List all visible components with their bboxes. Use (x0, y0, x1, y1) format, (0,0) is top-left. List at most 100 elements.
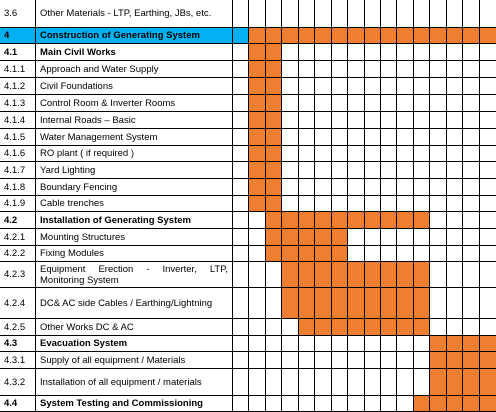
schedule-cell (380, 0, 398, 28)
schedule-cell (413, 28, 431, 44)
schedule-cell (315, 229, 332, 246)
schedule-cell (298, 262, 316, 288)
schedule-cell (331, 369, 349, 396)
row-label: System Testing and Commissioning (36, 396, 233, 412)
schedule-cell (413, 369, 431, 396)
schedule-cell (282, 352, 299, 369)
row-id: 4.2.3 (0, 262, 36, 288)
schedule-cell (331, 162, 349, 179)
schedule-cell (430, 212, 447, 229)
schedule-cell (446, 61, 464, 78)
schedule-cell (298, 112, 316, 129)
schedule-cell (233, 319, 250, 336)
schedule-cell (380, 246, 398, 262)
schedule-cell (430, 112, 447, 129)
schedule-cell (233, 112, 250, 129)
schedule-cell (348, 262, 365, 288)
schedule-cell (331, 129, 349, 146)
schedule-cell (249, 319, 266, 336)
schedule-cell (282, 246, 299, 262)
schedule-cell (331, 396, 349, 412)
schedule-cell (446, 336, 464, 352)
row-id-text: 4.1.1 (4, 63, 26, 75)
schedule-cell (463, 288, 480, 319)
schedule-cell (463, 246, 480, 262)
schedule-cell (249, 246, 266, 262)
row-label-text: Evacuation System (40, 338, 128, 349)
schedule-cell (282, 262, 299, 288)
schedule-cell (331, 61, 349, 78)
schedule-cell (265, 44, 283, 61)
schedule-cell (249, 212, 266, 229)
schedule-cell (249, 179, 266, 196)
schedule-cell (479, 0, 496, 28)
row-label-text: Approach and Water Supply (40, 63, 159, 75)
schedule-cell (315, 288, 332, 319)
row-label: Cable trenches (36, 196, 233, 212)
schedule-cell (331, 246, 349, 262)
schedule-cell (348, 288, 365, 319)
schedule-cell (430, 246, 447, 262)
row-id-text: 4.1.5 (4, 131, 26, 143)
schedule-cell (249, 129, 266, 146)
schedule-cell (397, 396, 414, 412)
schedule-cell (364, 262, 381, 288)
schedule-cell (348, 369, 365, 396)
row-label: Internal Roads – Basic (36, 112, 233, 129)
schedule-cell (331, 44, 349, 61)
schedule-cell (265, 146, 283, 162)
schedule-cell (331, 288, 349, 319)
schedule-cell (298, 95, 316, 112)
schedule-cell (298, 229, 316, 246)
row-id-text: 4.2 (4, 214, 18, 226)
row-label-text: Equipment Erection - Inverter, LTP, Moni… (40, 263, 228, 286)
schedule-cell (315, 146, 332, 162)
schedule-cell (249, 61, 266, 78)
schedule-cell (282, 319, 299, 336)
row-label-text: Installation of Generating System (40, 214, 191, 226)
schedule-cell (446, 196, 464, 212)
schedule-cell (348, 196, 365, 212)
schedule-cell (413, 212, 431, 229)
schedule-cell (249, 28, 266, 44)
row-id: 4.1.6 (0, 146, 36, 162)
row-label: Fixing Modules (36, 246, 233, 262)
schedule-cell (298, 352, 316, 369)
schedule-cell (463, 336, 480, 352)
row-label-text: Installation of all equipment / material… (40, 376, 202, 388)
schedule-cell (282, 28, 299, 44)
row-id: 4.2.1 (0, 229, 36, 246)
schedule-cell (479, 44, 496, 61)
schedule-cell (298, 396, 316, 412)
schedule-cell (380, 396, 398, 412)
schedule-cell (463, 262, 480, 288)
schedule-cell (380, 262, 398, 288)
schedule-cell (233, 179, 250, 196)
row-label-text: Control Room & Inverter Rooms (40, 97, 176, 109)
schedule-cell (331, 262, 349, 288)
schedule-cell (233, 162, 250, 179)
schedule-cell (249, 352, 266, 369)
schedule-cell (413, 78, 431, 95)
row-id-text: 4.2.3 (4, 269, 26, 280)
schedule-cell (413, 396, 431, 412)
row-id-text: 4.3.1 (4, 354, 26, 366)
schedule-cell (282, 146, 299, 162)
row-id: 4.1 (0, 44, 36, 61)
schedule-cell (380, 352, 398, 369)
row-label: Main Civil Works (36, 44, 233, 61)
schedule-cell (315, 0, 332, 28)
schedule-cell (430, 0, 447, 28)
schedule-cell (331, 212, 349, 229)
schedule-cell (265, 246, 283, 262)
schedule-cell (364, 229, 381, 246)
schedule-cell (315, 162, 332, 179)
schedule-cell (298, 78, 316, 95)
schedule-cell (430, 196, 447, 212)
row-label: Other Works DC & AC (36, 319, 233, 336)
schedule-cell (249, 229, 266, 246)
row-id-text: 4.1.9 (4, 198, 26, 209)
row-id: 4.2 (0, 212, 36, 229)
schedule-cell (479, 61, 496, 78)
schedule-cell (249, 146, 266, 162)
